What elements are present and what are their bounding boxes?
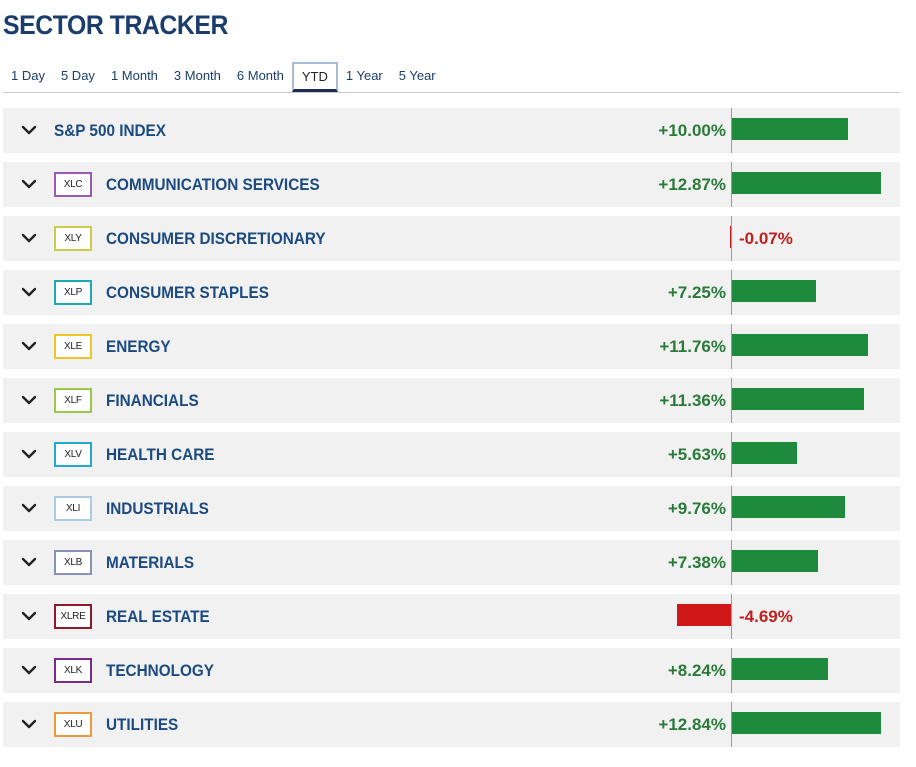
performance-bar <box>732 712 881 734</box>
sector-list: S&P 500 INDEX +10.00% XLC COMMUNICATION SER… <box>3 108 900 756</box>
sector-row[interactable]: XLV HEALTH CARE +5.63% <box>3 432 900 477</box>
chevron-down-icon[interactable] <box>19 390 39 410</box>
zero-axis <box>731 432 732 477</box>
zero-axis <box>731 270 732 315</box>
chevron-down-icon[interactable] <box>19 282 39 302</box>
performance-bar <box>732 442 798 464</box>
sector-row[interactable]: XLE ENERGY +11.76% <box>3 324 900 369</box>
chevron-down-icon[interactable] <box>19 606 39 626</box>
performance-bar <box>730 226 732 248</box>
tab-5-year[interactable]: 5 Year <box>398 68 436 83</box>
performance-value: +8.24% <box>667 661 726 680</box>
sector-name[interactable]: CONSUMER STAPLES <box>106 283 269 302</box>
tab-5-day[interactable]: 5 Day <box>60 68 95 83</box>
sector-name[interactable]: UTILITIES <box>106 715 179 734</box>
chevron-down-icon[interactable] <box>19 174 39 194</box>
chevron-down-icon[interactable] <box>19 660 39 680</box>
sector-name[interactable]: REAL ESTATE <box>106 607 210 626</box>
sector-row[interactable]: S&P 500 INDEX +10.00% <box>3 108 900 153</box>
tab-6-month[interactable]: 6 Month <box>236 68 284 83</box>
performance-bar <box>732 334 869 356</box>
ticker-badge: XLI <box>54 496 92 521</box>
performance-bar <box>732 118 848 140</box>
chevron-down-icon[interactable] <box>19 714 39 734</box>
performance-bar <box>676 604 731 626</box>
performance-bar <box>732 658 828 680</box>
sector-row[interactable]: XLK TECHNOLOGY +8.24% <box>3 648 900 693</box>
sector-name[interactable]: ENERGY <box>106 337 171 356</box>
ticker-badge: XLK <box>54 658 92 683</box>
zero-axis <box>731 540 732 585</box>
ticker-badge: XLY <box>54 226 92 251</box>
tab-1-day[interactable]: 1 Day <box>11 68 45 83</box>
tab-1-year[interactable]: 1 Year <box>345 68 383 83</box>
zero-axis <box>731 594 732 639</box>
sector-name[interactable]: CONSUMER DISCRETIONARY <box>106 229 326 248</box>
chevron-down-icon[interactable] <box>19 120 39 140</box>
ticker-badge: XLB <box>54 550 92 575</box>
period-tabs: 1 Day 5 Day 1 Month 3 Month 6 Month YTD 1 Year… <box>3 60 900 93</box>
performance-value: +9.76% <box>667 499 726 518</box>
performance-bar <box>732 496 846 518</box>
ticker-badge: XLRE <box>54 604 92 629</box>
sector-row[interactable]: XLP CONSUMER STAPLES +7.25% <box>3 270 900 315</box>
chevron-down-icon[interactable] <box>19 228 39 248</box>
chevron-down-icon[interactable] <box>19 552 39 572</box>
tab-1-month[interactable]: 1 Month <box>110 68 158 83</box>
performance-value: +11.36% <box>659 391 726 410</box>
tab-3-month[interactable]: 3 Month <box>173 68 221 83</box>
ticker-badge: XLE <box>54 334 92 359</box>
chevron-down-icon[interactable] <box>19 444 39 464</box>
sector-row[interactable]: XLY CONSUMER DISCRETIONARY -0.07% <box>3 216 900 261</box>
performance-bar <box>732 280 817 302</box>
zero-axis <box>731 324 732 369</box>
performance-value: -4.69% <box>739 607 793 626</box>
performance-bar <box>732 388 864 410</box>
performance-value: -0.07% <box>739 229 793 248</box>
performance-value: +7.38% <box>667 553 726 572</box>
ticker-badge: XLF <box>54 388 92 413</box>
page-title: SECTOR TRACKER <box>3 10 228 40</box>
performance-value: +10.00% <box>658 121 726 140</box>
performance-value: +12.87% <box>658 175 726 194</box>
sector-row[interactable]: XLRE REAL ESTATE -4.69% <box>3 594 900 639</box>
performance-value: +7.25% <box>667 283 726 302</box>
sector-name[interactable]: FINANCIALS <box>106 391 199 410</box>
sector-name[interactable]: S&P 500 INDEX <box>54 121 166 140</box>
sector-name[interactable]: INDUSTRIALS <box>106 499 209 518</box>
performance-value: +5.63% <box>667 445 726 464</box>
zero-axis <box>731 108 732 153</box>
performance-bar <box>732 550 818 572</box>
sector-row[interactable]: XLC COMMUNICATION SERVICES +12.87% <box>3 162 900 207</box>
sector-name[interactable]: COMMUNICATION SERVICES <box>106 175 320 194</box>
ticker-badge: XLC <box>54 172 92 197</box>
performance-bar <box>732 172 882 194</box>
sector-name[interactable]: MATERIALS <box>106 553 195 572</box>
zero-axis <box>731 648 732 693</box>
ticker-badge: XLV <box>54 442 92 467</box>
chevron-down-icon[interactable] <box>19 498 39 518</box>
performance-value: +12.84% <box>658 715 726 734</box>
chevron-down-icon[interactable] <box>19 336 39 356</box>
ticker-badge: XLU <box>54 712 92 737</box>
sector-name[interactable]: TECHNOLOGY <box>106 661 214 680</box>
sector-row[interactable]: XLB MATERIALS +7.38% <box>3 540 900 585</box>
sector-row[interactable]: XLF FINANCIALS +11.36% <box>3 378 900 423</box>
sector-name[interactable]: HEALTH CARE <box>106 445 215 464</box>
zero-axis <box>731 216 732 261</box>
sector-row[interactable]: XLU UTILITIES +12.84% <box>3 702 900 747</box>
zero-axis <box>731 162 732 207</box>
sector-row[interactable]: XLI INDUSTRIALS +9.76% <box>3 486 900 531</box>
performance-value: +11.76% <box>659 337 726 356</box>
ticker-badge: XLP <box>54 280 92 305</box>
zero-axis <box>731 486 732 531</box>
zero-axis <box>731 378 732 423</box>
zero-axis <box>731 702 732 747</box>
tab-ytd[interactable]: YTD <box>291 62 338 92</box>
